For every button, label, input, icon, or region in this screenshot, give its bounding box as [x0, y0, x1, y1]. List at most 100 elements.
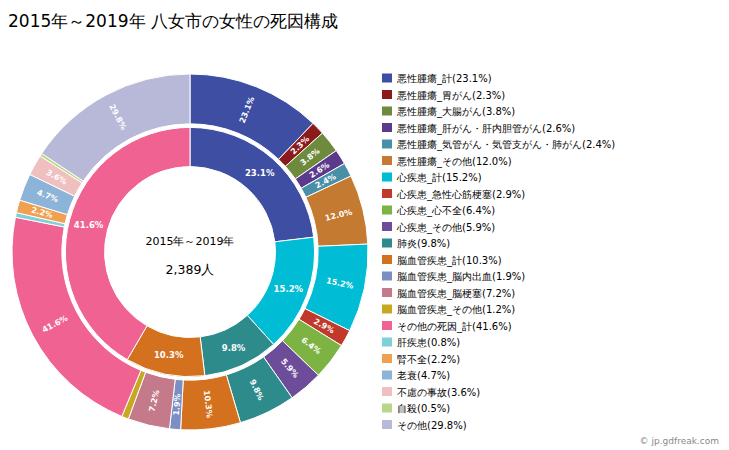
legend-label: 自殺(0.5%)	[397, 403, 450, 414]
legend-item: 自殺(0.5%)	[382, 403, 450, 414]
legend-label: 悪性腫瘍_計(23.1%)	[396, 73, 492, 85]
data-label: 15.2%	[325, 276, 354, 291]
legend-swatch	[382, 387, 392, 396]
legend-item: 心疾患_その他(5.9%)	[382, 222, 495, 234]
legend-swatch	[382, 239, 392, 248]
legend: 悪性腫瘍_計(23.1%) 悪性腫瘍_胃がん(2.3%) 悪性腫瘍_大腸がん(3.8…	[382, 73, 615, 431]
legend-label: その他の死因_計(41.6%)	[397, 321, 512, 333]
legend-swatch	[382, 354, 392, 363]
legend-label: 肝疾患(0.8%)	[397, 337, 460, 348]
legend-swatch	[382, 305, 392, 314]
data-label: 3.6%	[45, 168, 69, 187]
ring-1	[65, 127, 314, 376]
legend-swatch	[382, 371, 392, 380]
donut-slice	[200, 315, 273, 375]
legend-label: その他(29.8%)	[397, 420, 467, 431]
legend-swatch	[382, 206, 392, 215]
legend-item: 悪性腫瘍_肝がん・肝内胆管がん(2.6%)	[382, 123, 575, 135]
data-label: 41.6%	[41, 314, 70, 335]
data-label: 1.9%	[172, 393, 183, 416]
legend-label: 脳血管疾患_脳内出血(1.9%)	[397, 271, 525, 283]
chart-svg: 2015年～2019年 八女市の女性の死因構成23.1%2.3%3.8%2.6%…	[0, 0, 729, 450]
data-label: 9.8%	[222, 343, 246, 353]
data-label: 23.1%	[245, 168, 275, 178]
legend-label: 悪性腫瘍_その他(12.0%)	[396, 156, 512, 168]
legend-label: 悪性腫瘍_胃がん(2.3%)	[396, 90, 505, 102]
legend-swatch	[382, 74, 392, 83]
data-label: 10.3%	[202, 390, 214, 419]
legend-swatch	[382, 288, 392, 297]
legend-swatch	[382, 404, 392, 413]
data-label: 3.8%	[299, 147, 322, 168]
legend-label: 悪性腫瘍_気管がん・気管支がん・肺がん(2.4%)	[396, 139, 615, 151]
center-text: 2,389人	[166, 262, 215, 277]
legend-item: 腎不全(2.2%)	[382, 354, 460, 365]
legend-swatch	[382, 90, 392, 99]
ring-labels-1: 23.1% 15.2% 9.8% 10.3% 41.6%	[74, 168, 304, 359]
legend-label: 肺炎(9.8%)	[397, 238, 450, 249]
legend-label: 脳血管疾患_計(10.3%)	[397, 255, 502, 267]
legend-item: 肝疾患(0.8%)	[382, 337, 460, 348]
legend-item: 脳血管疾患_計(10.3%)	[382, 255, 502, 267]
data-label: 2.9%	[312, 317, 336, 336]
data-label: 15.2%	[274, 284, 304, 294]
chart-title: 2015年～2019年 八女市の女性の死因構成	[8, 11, 338, 31]
legend-item: 悪性腫瘍_胃がん(2.3%)	[382, 90, 505, 102]
legend-swatch	[382, 222, 392, 231]
legend-item: 心疾患_心不全(6.4%)	[382, 205, 495, 217]
donut-slice	[190, 127, 314, 241]
legend-swatch	[382, 272, 392, 281]
legend-item: その他の死因_計(41.6%)	[382, 321, 512, 333]
legend-item: 悪性腫瘍_計(23.1%)	[382, 73, 492, 85]
data-label: 23.1%	[238, 95, 257, 124]
legend-label: 心疾患_急性心筋梗塞(2.9%)	[396, 189, 525, 201]
legend-item: 心疾患_計(15.2%)	[382, 172, 482, 184]
data-label: 4.7%	[35, 188, 59, 204]
center-text: 2015年～2019年	[146, 235, 235, 248]
legend-swatch	[382, 123, 392, 132]
donut: 23.1%2.3%3.8%2.6%2.4%12.0%15.2%2.9%6.4%5…	[12, 74, 368, 430]
legend-label: 腎不全(2.2%)	[397, 354, 460, 365]
data-label: 41.6%	[74, 220, 104, 230]
legend-label: 悪性腫瘍_肝がん・肝内胆管がん(2.6%)	[396, 123, 575, 135]
ring-0	[12, 74, 368, 430]
legend-item: 老衰(4.7%)	[382, 370, 450, 381]
data-label: 5.9%	[279, 357, 300, 380]
legend-item: 不慮の事故(3.6%)	[382, 387, 480, 398]
legend-swatch	[382, 173, 392, 182]
legend-label: 脳血管疾患_その他(1.2%)	[397, 304, 515, 316]
legend-swatch	[382, 255, 392, 264]
donut-marks	[12, 74, 368, 430]
data-label: 29.8%	[107, 103, 128, 132]
legend-item: 悪性腫瘍_気管がん・気管支がん・肺がん(2.4%)	[382, 139, 615, 151]
data-label: 6.4%	[299, 335, 322, 356]
legend-item: 脳血管疾患_脳梗塞(7.2%)	[382, 288, 515, 300]
legend-label: 悪性腫瘍_大腸がん(3.8%)	[396, 106, 515, 118]
legend-label: 心疾患_計(15.2%)	[396, 172, 482, 184]
data-label: 12.0%	[324, 207, 353, 222]
legend-item: 悪性腫瘍_その他(12.0%)	[382, 156, 512, 168]
legend-swatch	[382, 420, 392, 429]
legend-swatch	[382, 189, 392, 198]
legend-swatch	[382, 321, 392, 330]
legend-label: 心疾患_心不全(6.4%)	[396, 205, 495, 217]
legend-label: 老衰(4.7%)	[397, 370, 450, 381]
source-note: © jp.gdfreak.com	[640, 436, 719, 446]
legend-swatch	[382, 140, 392, 149]
legend-label: 脳血管疾患_脳梗塞(7.2%)	[397, 288, 515, 300]
legend-swatch	[382, 156, 392, 165]
legend-item: 悪性腫瘍_大腸がん(3.8%)	[382, 106, 515, 118]
legend-item: その他(29.8%)	[382, 420, 467, 431]
legend-swatch	[382, 107, 392, 116]
legend-item: 心疾患_急性心筋梗塞(2.9%)	[382, 189, 525, 201]
data-label: 10.3%	[154, 350, 184, 360]
legend-item: 脳血管疾患_その他(1.2%)	[382, 304, 515, 316]
legend-swatch	[382, 338, 392, 347]
legend-label: 不慮の事故(3.6%)	[397, 387, 480, 398]
donut-labels: 23.1%2.3%3.8%2.6%2.4%12.0%15.2%2.9%6.4%5…	[30, 95, 354, 418]
data-label: 7.2%	[147, 389, 161, 413]
data-label: 2.2%	[30, 206, 54, 220]
donut-slice	[181, 375, 241, 430]
legend-item: 脳血管疾患_脳内出血(1.9%)	[382, 271, 525, 283]
legend-item: 肺炎(9.8%)	[382, 238, 450, 249]
